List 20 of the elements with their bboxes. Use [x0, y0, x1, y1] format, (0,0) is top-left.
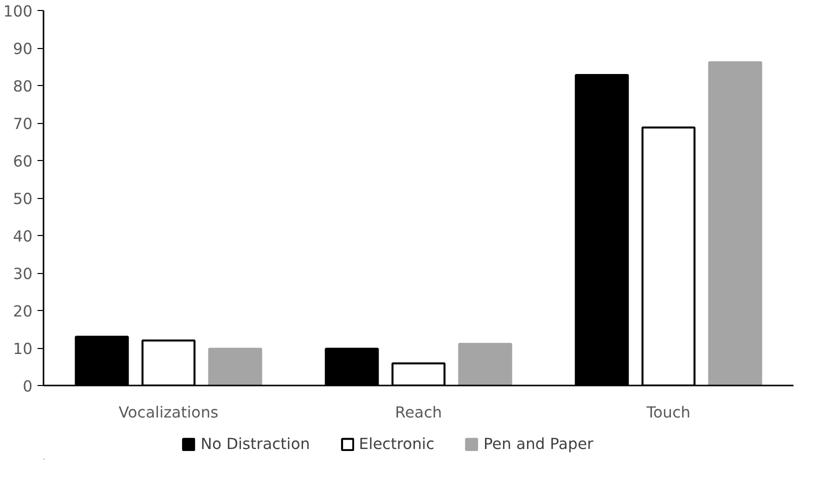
- legend-label: No Distraction: [200, 435, 310, 453]
- x-tick-label: Reach: [395, 404, 442, 422]
- bar: [708, 61, 762, 386]
- x-tick-label: Touch: [646, 404, 691, 422]
- bar: [208, 348, 262, 386]
- y-tick-label: 80: [12, 78, 33, 96]
- x-tick-label: Vocalizations: [118, 404, 218, 422]
- legend-label: Pen and Paper: [483, 435, 594, 453]
- y-tick-label: 100: [3, 2, 33, 20]
- y-tick-label: 90: [12, 40, 33, 58]
- legend-label: Electronic: [358, 435, 434, 453]
- y-tick-label: 20: [12, 302, 33, 320]
- y-tick-label: 10: [12, 340, 33, 358]
- y-tick-label: 0: [22, 378, 33, 396]
- bar: [458, 342, 512, 386]
- y-tick-label: 60: [12, 152, 33, 170]
- y-tick-label: 70: [12, 115, 33, 133]
- y-tick-label: 30: [12, 265, 33, 283]
- y-tick-label: 40: [12, 228, 33, 246]
- y-tick-label: 50: [12, 190, 33, 208]
